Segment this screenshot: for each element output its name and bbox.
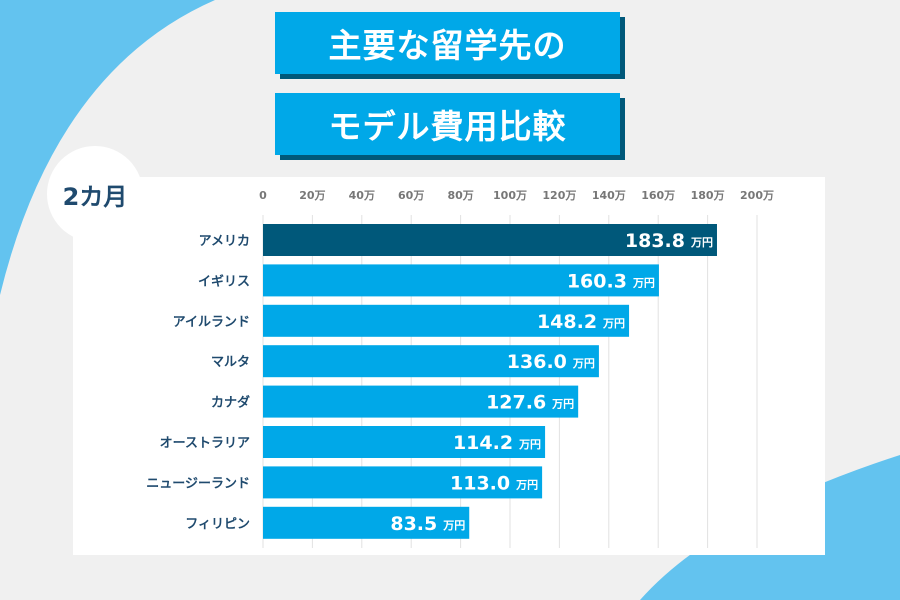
x-tick-label: 0 [259,189,267,202]
category-label: ニュージーランド [146,476,250,491]
x-tick-label: 40万 [349,189,375,202]
x-tick-label: 80万 [447,189,473,202]
value-unit: 万円 [518,438,541,451]
x-tick-label: 140万 [592,189,626,202]
value-label: 113.0 [450,472,510,494]
value-unit: 万円 [572,357,595,370]
category-label: アメリカ [199,234,250,249]
category-label: カナダ [211,395,250,411]
bar [263,385,579,418]
value-label: 160.3 [567,270,627,292]
x-tick-label: 200万 [740,189,774,202]
title-line-2: モデル費用比較 [275,93,620,155]
value-unit: 万円 [602,317,625,330]
bar [263,506,470,539]
value-label: 136.0 [507,351,567,373]
value-label: 148.2 [537,311,597,333]
value-unit: 万円 [515,478,538,491]
value-unit: 万円 [442,519,465,532]
x-tick-label: 20万 [299,189,325,202]
bar [263,466,543,499]
period-badge: 2カ月 [47,146,143,242]
category-label: イギリス [198,273,250,289]
value-label: 183.8 [625,230,685,252]
bar [263,224,717,256]
bar [263,345,599,378]
x-tick-label: 120万 [542,189,576,202]
title-line-1: 主要な留学先の [275,12,620,74]
bar [263,264,659,297]
category-label: フィリピン [185,517,250,532]
value-unit: 万円 [632,276,655,289]
value-label: 114.2 [453,432,513,454]
value-unit: 万円 [690,236,713,249]
x-tick-label: 60万 [398,189,424,202]
category-label: マルタ [211,355,250,370]
x-tick-label: 180万 [691,189,725,202]
background-arc-top-left [0,0,215,295]
category-label: アイルランド [173,315,250,330]
bar [263,426,546,458]
bar [263,304,630,337]
value-label: 127.6 [486,392,546,414]
category-label: オーストラリア [160,436,250,451]
x-tick-label: 100万 [493,189,527,202]
x-tick-label: 160万 [641,189,675,202]
value-label: 83.5 [390,513,437,535]
value-unit: 万円 [551,398,574,411]
